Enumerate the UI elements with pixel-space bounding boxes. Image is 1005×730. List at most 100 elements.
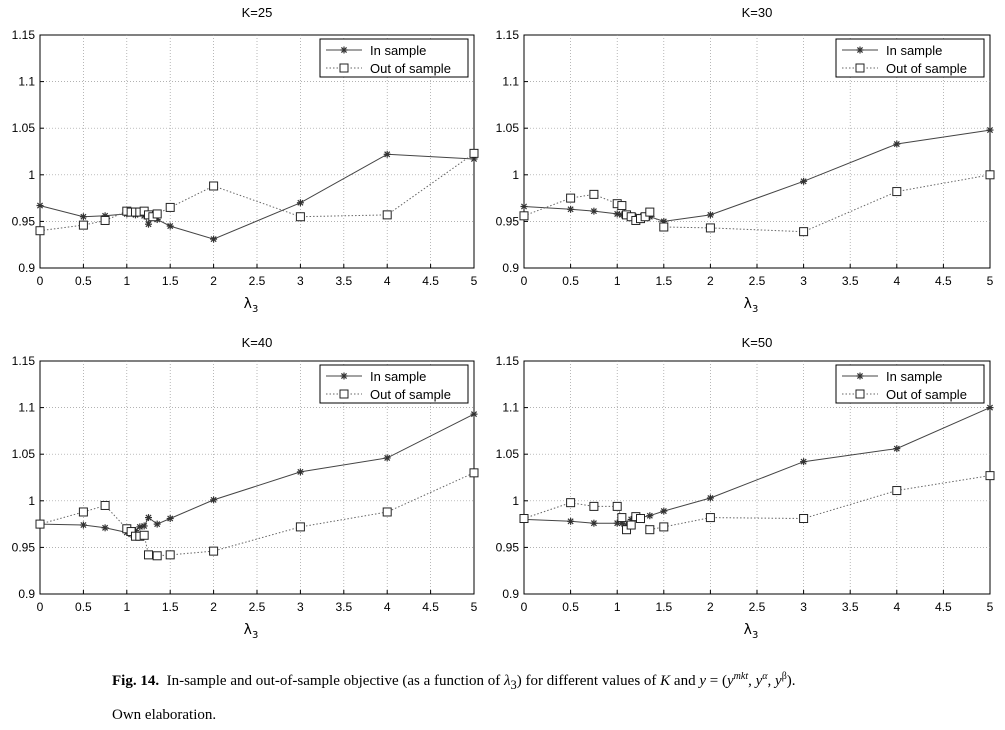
data-point-out-of-sample xyxy=(165,202,175,212)
y-tick-label: 0.9 xyxy=(18,587,35,601)
legend-marker-in-sample xyxy=(340,372,348,380)
x-tick-label: 3 xyxy=(297,600,304,614)
data-point-out-of-sample xyxy=(78,220,88,230)
y-tick-label: 0.9 xyxy=(18,261,35,275)
x-tick-label: 1.5 xyxy=(655,600,672,614)
figure-caption: Fig. 14. In-sample and out-of-sample obj… xyxy=(112,662,992,730)
x-tick-label: 5 xyxy=(471,600,478,614)
x-tick-label: 3.5 xyxy=(842,274,859,288)
data-point-out-of-sample xyxy=(645,525,655,535)
data-point-in-sample xyxy=(567,205,575,213)
figure-panels: K=250 0.5 1 1.5 2 2.5 3 3.5 4 4.5 50.90.9511.051.1… xyxy=(12,5,995,641)
x-axis-label: λ3 xyxy=(744,296,759,315)
data-point-out-of-sample xyxy=(295,522,305,532)
x-tick-label: 1.5 xyxy=(655,274,672,288)
legend-label: Out of sample xyxy=(886,61,967,76)
caption-text: In-sample and out-of-sample objective (a… xyxy=(166,673,504,689)
data-point-in-sample xyxy=(153,520,161,528)
chart-panel-1: K=25 0 0.5 1 1.5 2 2.5 3 3.5 4 4.5 5 0.9 0.95 1 1.05 1.1… xyxy=(12,5,479,315)
x-tick-label: 2 xyxy=(210,274,217,288)
data-point-in-sample xyxy=(893,140,901,148)
x-tick-label: 4.5 xyxy=(422,274,439,288)
data-point-out-of-sample xyxy=(612,501,622,511)
data-point-out-of-sample xyxy=(382,210,392,220)
x-tick-label: 2.5 xyxy=(749,274,766,288)
caption-y-alpha-sup: α xyxy=(762,671,768,682)
data-point-out-of-sample xyxy=(705,223,715,233)
x-axis-label: λ3 xyxy=(244,622,259,641)
data-point-out-of-sample xyxy=(152,551,162,561)
x-tick-label: 4.5 xyxy=(422,600,439,614)
x-tick-label: 3 xyxy=(800,600,807,614)
legend-marker-out-of-sample xyxy=(855,63,865,73)
y-tick-label: 1.15 xyxy=(496,28,520,42)
legend-marker-in-sample xyxy=(856,372,864,380)
data-point-out-of-sample xyxy=(636,514,645,524)
data-point-out-of-sample xyxy=(799,227,809,237)
legend: In sample Out of sample xyxy=(319,38,469,78)
data-point-out-of-sample xyxy=(35,519,45,529)
chart-title: K=50 xyxy=(742,335,773,350)
data-point-out-of-sample xyxy=(519,514,529,524)
data-point-out-of-sample xyxy=(659,522,669,532)
legend-label: In sample xyxy=(886,369,942,384)
data-point-in-sample xyxy=(706,494,714,502)
data-point-out-of-sample xyxy=(566,193,576,203)
data-point-out-of-sample xyxy=(589,189,599,199)
data-point-in-sample xyxy=(145,514,152,522)
data-point-in-sample xyxy=(800,177,808,185)
data-point-in-sample xyxy=(383,454,391,462)
y-tick-label: 1.1 xyxy=(18,75,35,89)
x-tick-label: 3.5 xyxy=(842,600,859,614)
y-tick-label: 1 xyxy=(28,494,35,508)
x-axis-label: λ3 xyxy=(244,296,259,315)
x-tick-label: 4 xyxy=(893,600,900,614)
data-point-in-sample xyxy=(800,458,808,466)
x-tick-label: 0.5 xyxy=(75,600,92,614)
data-point-out-of-sample xyxy=(892,486,902,496)
x-tick-label: 2.5 xyxy=(749,600,766,614)
x-tick-label: 4 xyxy=(384,600,391,614)
x-tick-label: 0 xyxy=(37,600,44,614)
x-tick-label: 0.5 xyxy=(75,274,92,288)
caption-y-mkt: y xyxy=(726,673,734,689)
caption-label: Fig. 14. xyxy=(112,673,160,689)
data-point-out-of-sample xyxy=(78,507,88,517)
caption-lambda: λ xyxy=(503,673,511,689)
data-point-in-sample xyxy=(166,515,174,523)
x-tick-label: 0 xyxy=(521,274,528,288)
data-point-in-sample xyxy=(79,521,87,529)
data-point-in-sample xyxy=(101,524,109,532)
data-point-out-of-sample xyxy=(209,546,219,556)
data-point-out-of-sample xyxy=(139,530,149,540)
x-tick-label: 4.5 xyxy=(935,600,952,614)
x-tick-label: 2.5 xyxy=(249,274,266,288)
x-axis-label: λ3 xyxy=(744,622,759,641)
data-point-in-sample xyxy=(646,512,654,520)
x-tick-label: 0 xyxy=(37,274,44,288)
x-tick-label: 4 xyxy=(384,274,391,288)
caption-note: Own elaboration. xyxy=(112,707,217,723)
x-tick-label: 1 xyxy=(614,274,621,288)
y-tick-label: 1.05 xyxy=(496,447,520,461)
data-point-out-of-sample xyxy=(622,525,632,535)
data-point-in-sample xyxy=(590,519,598,527)
x-tick-label: 1 xyxy=(123,274,130,288)
y-tick-label: 1 xyxy=(512,168,519,182)
x-tick-label: 2 xyxy=(707,600,714,614)
data-point-out-of-sample xyxy=(799,514,809,524)
data-point-out-of-sample xyxy=(144,550,153,560)
legend: In sample Out of sample xyxy=(835,364,985,404)
data-point-in-sample xyxy=(140,522,148,530)
caption-y-mkt-sup: mkt xyxy=(733,671,749,682)
legend-label: Out of sample xyxy=(370,387,451,402)
chart-title: K=40 xyxy=(242,335,273,350)
x-tick-label: 5 xyxy=(471,274,478,288)
legend-marker-out-of-sample xyxy=(339,63,349,73)
legend-marker-out-of-sample xyxy=(855,389,865,399)
x-tick-label: 2 xyxy=(210,600,217,614)
caption-eq-open: = ( xyxy=(706,673,727,689)
caption-var-y: y xyxy=(699,673,707,689)
legend: In sample Out of sample xyxy=(835,38,985,78)
x-tick-label: 2 xyxy=(707,274,714,288)
